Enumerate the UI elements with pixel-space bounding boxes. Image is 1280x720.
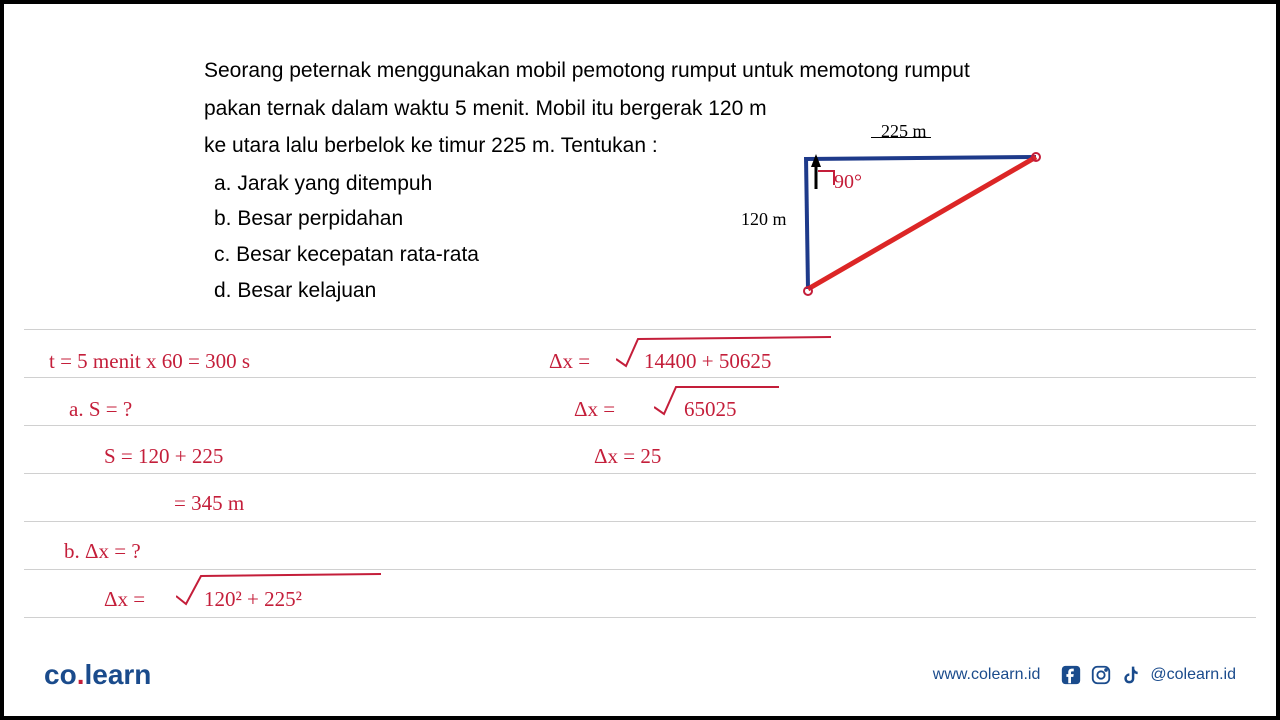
diagram-label-left: 120 m bbox=[741, 209, 787, 230]
footer-right: www.colearn.id @colearn.id bbox=[933, 664, 1236, 686]
work-b-label: b. Δx = ? bbox=[64, 539, 141, 564]
facebook-icon bbox=[1060, 664, 1082, 686]
work-a-eq2: = 345 m bbox=[174, 491, 244, 516]
work-a-label: a. S = ? bbox=[69, 397, 132, 422]
triangle-diagram: 225 m 120 m 90° bbox=[786, 129, 1076, 309]
footer-handle: @colearn.id bbox=[1150, 666, 1236, 684]
work-a-eq1: S = 120 + 225 bbox=[104, 444, 223, 469]
footer: co.learn www.colearn.id @colearn.id bbox=[44, 659, 1236, 691]
work-dx-eq3: Δx = 25 bbox=[594, 444, 661, 469]
logo-learn: learn bbox=[84, 659, 151, 690]
work-dx-eq2-prefix: Δx = bbox=[574, 397, 615, 422]
diagram-angle-label: 90° bbox=[834, 171, 862, 194]
work-b-eq1-prefix: Δx = bbox=[104, 587, 145, 612]
problem-line-1: Seorang peternak menggunakan mobil pemot… bbox=[204, 54, 1076, 88]
footer-url: www.colearn.id bbox=[933, 666, 1041, 684]
logo: co.learn bbox=[44, 659, 151, 691]
instagram-icon bbox=[1090, 664, 1112, 686]
tiktok-icon bbox=[1120, 664, 1142, 686]
diagram-label-top: 225 m bbox=[881, 121, 927, 142]
work-time: t = 5 menit x 60 = 300 s bbox=[49, 349, 250, 374]
work-dx-eq1-prefix: Δx = bbox=[549, 349, 590, 374]
problem-line-2: pakan ternak dalam waktu 5 menit. Mobil … bbox=[204, 92, 1076, 126]
work-area: t = 5 menit x 60 = 300 s a. S = ? S = 12… bbox=[4, 329, 1276, 629]
social-icons: @colearn.id bbox=[1060, 664, 1236, 686]
logo-co: co bbox=[44, 659, 77, 690]
